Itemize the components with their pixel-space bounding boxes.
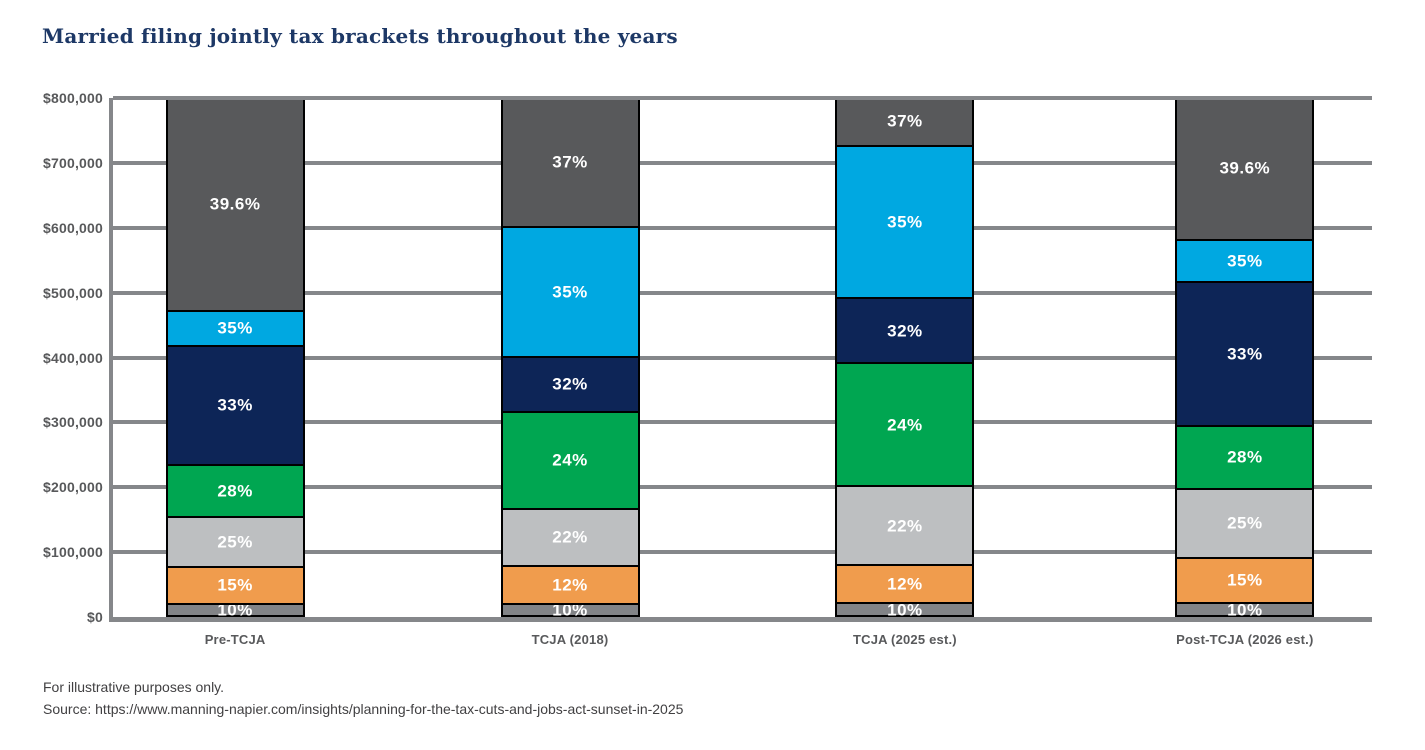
bracket-segment: 24% xyxy=(500,412,640,510)
gridline xyxy=(113,420,1372,425)
y-tick-label: $300,000 xyxy=(43,414,103,431)
y-axis-line xyxy=(109,98,113,622)
bracket-segment: 37% xyxy=(835,98,975,147)
bracket-segment: 28% xyxy=(165,465,305,518)
gridline xyxy=(113,290,1372,295)
bracket-segment: 15% xyxy=(165,567,305,605)
bracket-segment: 39.6% xyxy=(165,98,305,312)
bracket-segment: 32% xyxy=(500,357,640,413)
bracket-rate-label: 37% xyxy=(887,111,923,131)
bracket-segment: 10% xyxy=(500,601,640,618)
bracket-segment: 33% xyxy=(165,346,305,466)
gridline xyxy=(113,225,1372,230)
bracket-rate-label: 15% xyxy=(1227,570,1263,590)
bracket-segment: 15% xyxy=(1175,558,1315,605)
bracket-segment: 35% xyxy=(1175,240,1315,283)
bracket-rate-label: 22% xyxy=(552,527,588,547)
bracket-segment: 24% xyxy=(835,364,975,488)
bracket-rate-label: 35% xyxy=(887,212,923,232)
bracket-rate-label: 35% xyxy=(1227,251,1263,271)
source-line: Source: https://www.manning-napier.com/i… xyxy=(43,701,684,717)
stacked-bar-0: 10% 15% 25% 28% 33% 35% 39.6% xyxy=(165,98,305,618)
y-tick-label: $200,000 xyxy=(43,479,103,496)
bracket-segment: 32% xyxy=(835,299,975,364)
plot-area: 10% 15% 25% 28% 33% 35% 39.6% 10% 12% 22% 24% 32% 35… xyxy=(109,96,1372,622)
bracket-segment: 35% xyxy=(500,227,640,358)
bracket-rate-label: 24% xyxy=(552,450,588,470)
bracket-rate-label: 39.6% xyxy=(209,194,261,214)
bracket-segment: 10% xyxy=(835,600,975,620)
y-tick-label: $0 xyxy=(87,609,103,625)
bracket-segment: 12% xyxy=(500,566,640,605)
bracket-segment: 10% xyxy=(1175,600,1315,620)
bracket-rate-label: 12% xyxy=(552,575,588,595)
bracket-rate-label: 35% xyxy=(552,282,588,302)
bracket-rate-label: 10% xyxy=(887,600,923,620)
bracket-rate-label: 10% xyxy=(552,600,588,620)
bracket-rate-label: 33% xyxy=(1227,344,1263,364)
bracket-segment: 39.6% xyxy=(1175,98,1315,241)
bracket-rate-label: 10% xyxy=(217,600,253,620)
x-category-label: Post-TCJA (2026 est.) xyxy=(1176,632,1314,647)
bracket-rate-label: 33% xyxy=(217,395,253,415)
bracket-segment: 22% xyxy=(835,487,975,567)
y-tick-label: $500,000 xyxy=(43,284,103,301)
bracket-rate-label: 35% xyxy=(217,318,253,338)
gridline xyxy=(113,160,1372,165)
bracket-rate-label: 24% xyxy=(887,415,923,435)
x-category-label: TCJA (2018) xyxy=(531,632,609,647)
bracket-segment: 37% xyxy=(500,98,640,228)
bracket-segment: 12% xyxy=(835,566,975,605)
x-category-label: Pre-TCJA xyxy=(204,632,266,647)
x-category-label: TCJA (2025 est.) xyxy=(852,632,957,647)
bracket-segment: 35% xyxy=(835,146,975,300)
chart-title: Married filing jointly tax brackets thro… xyxy=(42,24,678,48)
bracket-rate-label: 15% xyxy=(217,575,253,595)
bracket-rate-label: 39.6% xyxy=(1219,158,1271,178)
bracket-segment: 28% xyxy=(1175,426,1315,490)
x-axis-line xyxy=(109,617,1372,622)
stacked-bar-3: 10% 15% 25% 28% 33% 35% 39.6% xyxy=(1175,98,1315,620)
x-axis-labels: Pre-TCJA TCJA (2018) TCJA (2025 est.) Post-… xyxy=(113,632,1372,652)
bracket-rate-label: 22% xyxy=(887,516,923,536)
bracket-segment: 10% xyxy=(165,601,305,618)
bracket-rate-label: 32% xyxy=(887,321,923,341)
bracket-rate-label: 25% xyxy=(1227,513,1263,533)
bracket-segment: 25% xyxy=(165,517,305,568)
footnote: For illustrative purposes only. xyxy=(43,679,225,695)
chart-footer: For illustrative purposes only. Source: … xyxy=(43,676,683,720)
bracket-segment: 33% xyxy=(1175,282,1315,427)
bracket-rate-label: 28% xyxy=(1227,447,1263,467)
stacked-bar-2: 10% 12% 22% 24% 32% 35% 37% xyxy=(835,98,975,620)
bracket-rate-label: 37% xyxy=(552,152,588,172)
y-axis-labels: $0 $100,000 $200,000 $300,000 $400,000 $500,0… xyxy=(0,90,103,625)
gridline xyxy=(113,485,1372,490)
stacked-bar-1: 10% 12% 22% 24% 32% 35% 37% xyxy=(500,98,640,618)
bracket-segment: 35% xyxy=(165,311,305,347)
y-tick-label: $600,000 xyxy=(43,219,103,236)
gridline xyxy=(113,96,1372,100)
bracket-rate-label: 25% xyxy=(217,532,253,552)
y-tick-label: $400,000 xyxy=(43,349,103,366)
y-tick-label: $700,000 xyxy=(43,154,103,171)
y-tick-label: $800,000 xyxy=(43,90,103,106)
y-tick-label: $100,000 xyxy=(43,544,103,561)
bracket-segment: 25% xyxy=(1175,489,1315,559)
bracket-rate-label: 10% xyxy=(1227,600,1263,620)
gridline xyxy=(113,355,1372,360)
bracket-segment: 22% xyxy=(500,509,640,567)
bracket-rate-label: 32% xyxy=(552,374,588,394)
bracket-rate-label: 12% xyxy=(887,574,923,594)
gridline xyxy=(113,550,1372,555)
bracket-rate-label: 28% xyxy=(217,481,253,501)
